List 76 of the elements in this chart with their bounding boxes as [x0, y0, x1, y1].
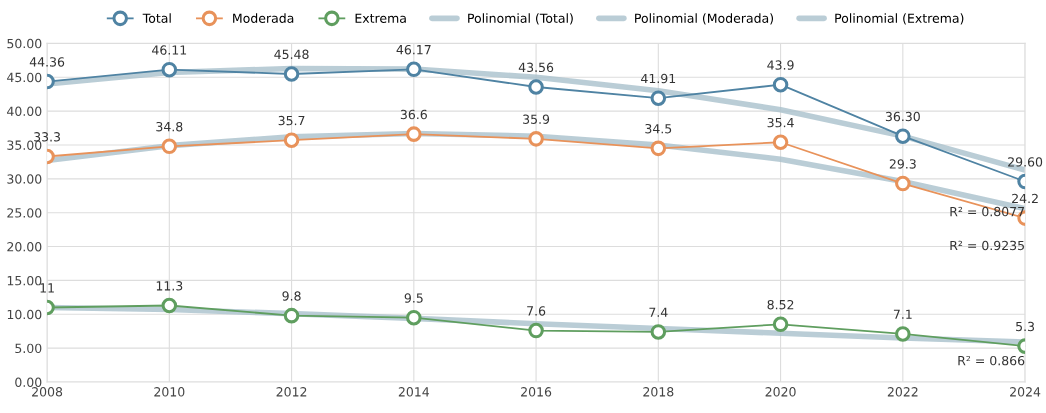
data-label: 7.6 [527, 306, 546, 316]
point [283, 66, 300, 82]
y-tick-label: 0.00 [15, 377, 42, 387]
point [283, 132, 300, 148]
y-tick-label: 45.00 [7, 72, 42, 83]
point [161, 61, 178, 78]
data-label: 36.6 [400, 109, 427, 120]
point [772, 76, 789, 93]
y-tick-label: 25.00 [7, 208, 42, 218]
legend-label: Extrema [355, 13, 406, 23]
point [406, 309, 422, 326]
data-label: 34.5 [645, 123, 672, 134]
data-label: 43.56 [518, 62, 554, 73]
legend-label: Polinomial (Moderada) [635, 13, 774, 25]
point [895, 326, 911, 342]
x-tick-label: 2024 [1010, 387, 1041, 397]
annotation: R² = 0.866 [958, 355, 1025, 366]
data-label: 9.5 [404, 293, 423, 303]
x-tick-label: 2014 [398, 387, 430, 397]
point [895, 128, 911, 144]
point [406, 61, 422, 78]
x-tick-label: 2008 [32, 387, 63, 397]
data-label: 5.3 [1016, 321, 1035, 332]
y-tick-label: 10.00 [7, 309, 42, 320]
point [650, 90, 667, 106]
point [895, 175, 911, 192]
data-label: 33.3 [34, 132, 60, 142]
x-tick-label: 2012 [276, 387, 307, 397]
point [528, 79, 544, 95]
y-tick-label: 35.00 [7, 140, 42, 150]
data-label: 24.2 [1012, 193, 1038, 204]
data-label: 11 [40, 283, 54, 293]
point [528, 322, 544, 339]
data-label: 35.7 [278, 115, 305, 126]
data-label: 29.3 [889, 159, 916, 169]
point [528, 131, 544, 147]
data-label: 45.48 [274, 49, 309, 60]
point [406, 126, 422, 142]
legend-label: Total [142, 13, 171, 23]
x-tick-label: 2016 [521, 387, 552, 397]
y-tick-label: 5.00 [15, 343, 42, 354]
data-label: 36.30 [885, 111, 920, 122]
y-tick-label: 15.00 [7, 275, 42, 286]
x-tick-label: 2018 [643, 387, 674, 397]
y-tick-label: 30.00 [7, 174, 42, 184]
point [161, 297, 178, 314]
data-label: 7.1 [893, 309, 912, 319]
y-tick-label: 40.00 [7, 106, 42, 117]
data-label: 46.17 [396, 44, 431, 55]
point [161, 138, 178, 155]
x-tick-label: 2022 [887, 387, 918, 397]
data-label: 43.9 [767, 60, 794, 70]
legend-label: Moderada [233, 13, 294, 23]
point [283, 307, 300, 324]
data-label: 35.9 [523, 114, 550, 124]
y-tick-label: 20.00 [7, 242, 42, 252]
legend-label: Polinomial (Total) [468, 13, 573, 25]
data-label: 8.52 [767, 299, 794, 310]
point [650, 324, 667, 340]
data-label: 29.60 [1008, 157, 1043, 167]
data-label: 41.91 [641, 73, 676, 84]
data-label: 34.8 [156, 121, 183, 132]
data-label: 44.36 [29, 57, 65, 67]
x-tick-label: 2010 [154, 387, 185, 397]
data-label: 35.4 [767, 117, 794, 128]
point [772, 134, 789, 151]
data-label: 7.4 [649, 307, 668, 317]
annotation: R² = 0.9235 [950, 240, 1024, 251]
data-label: 9.8 [282, 291, 301, 301]
data-label: 46.11 [152, 45, 187, 55]
x-tick-label: 2020 [765, 387, 796, 397]
legend-label: Polinomial (Extrema) [835, 13, 964, 25]
point [772, 316, 789, 333]
data-label: 11.3 [156, 281, 183, 291]
y-tick-label: 50.00 [7, 38, 42, 49]
point [650, 140, 667, 157]
